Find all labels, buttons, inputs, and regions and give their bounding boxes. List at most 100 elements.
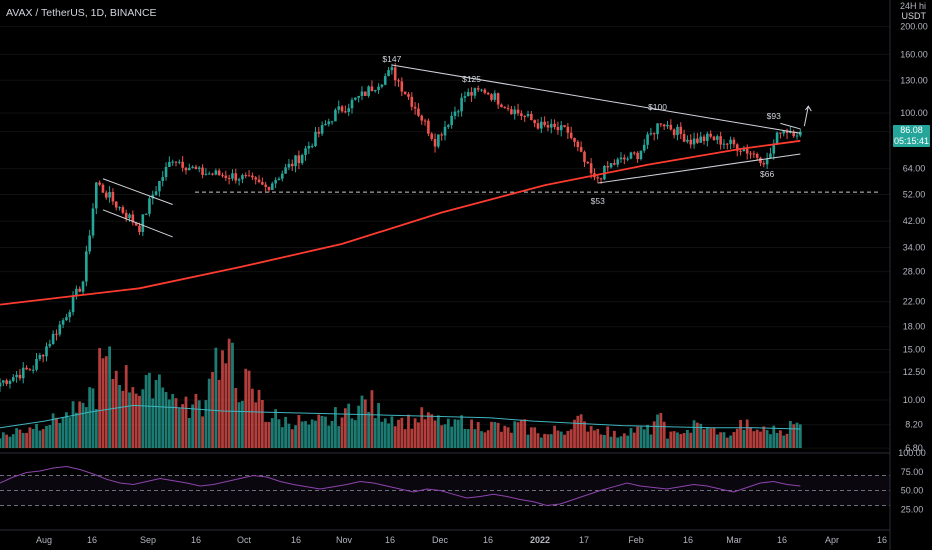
candle-body	[476, 88, 480, 90]
candle	[500, 103, 503, 108]
candle-body	[447, 125, 450, 127]
candle-body	[486, 92, 490, 95]
candle-body	[363, 91, 367, 96]
volume-bar	[543, 433, 547, 448]
volume-bar	[695, 422, 699, 448]
symbol-title[interactable]: AVAX / TetherUS, 1D, BINANCE	[6, 7, 157, 19]
volume-bar	[762, 426, 766, 448]
candle	[15, 371, 18, 383]
volume-bar	[101, 358, 105, 448]
candle-body	[91, 208, 95, 236]
candle-body	[204, 173, 208, 175]
candle-body	[493, 93, 497, 100]
volume-bar	[360, 395, 364, 448]
volume-bar	[619, 436, 623, 448]
volume-bar	[317, 414, 321, 448]
y-tick-label: 12.50	[903, 367, 926, 377]
candle-body	[490, 94, 493, 100]
candle-body	[171, 161, 174, 163]
volume-bar	[241, 400, 244, 448]
candle-body	[261, 182, 264, 185]
candle-body	[221, 175, 224, 177]
candle	[636, 151, 639, 163]
candle	[642, 139, 646, 153]
candle	[709, 130, 712, 139]
candle-body	[483, 89, 487, 93]
price-annotation: $100	[648, 102, 667, 112]
volume-bar	[167, 399, 171, 448]
candle-body	[237, 179, 241, 181]
candle	[0, 378, 2, 392]
candle	[178, 159, 181, 165]
candle	[184, 166, 188, 175]
candle-body	[134, 222, 138, 226]
candle-body	[300, 154, 304, 164]
candle-body	[393, 67, 397, 81]
candle-body	[735, 144, 739, 151]
candle-body	[520, 113, 523, 116]
candle-body	[596, 177, 600, 179]
volume-bar	[596, 428, 600, 448]
candle-body	[251, 175, 254, 178]
candle-body	[25, 367, 28, 370]
candle	[271, 181, 274, 190]
candle-body	[267, 186, 271, 190]
volume-bar	[533, 427, 537, 448]
currency-label[interactable]: 24H hi USDT	[900, 1, 926, 21]
candle-body	[609, 163, 613, 168]
candle	[470, 87, 473, 102]
candle	[510, 105, 513, 115]
candle	[792, 129, 795, 138]
candle-body	[765, 158, 769, 165]
candle	[686, 135, 689, 144]
candle-body	[68, 312, 72, 318]
volume-bar	[343, 408, 347, 448]
candle	[108, 186, 111, 203]
volume-bar	[626, 435, 630, 448]
candle	[716, 134, 719, 145]
candle	[789, 126, 792, 134]
volume-bar	[324, 416, 327, 448]
candle-body	[662, 124, 666, 127]
candle-body	[383, 76, 387, 85]
candle-body	[523, 115, 527, 117]
candle	[25, 365, 28, 370]
y-tick-label: 18.00	[903, 322, 926, 332]
candle	[327, 118, 331, 127]
volume-bar	[131, 387, 135, 448]
candle-body	[307, 145, 311, 149]
candle-body	[513, 109, 517, 115]
candle-body	[579, 147, 583, 152]
candle-body	[606, 166, 610, 168]
candle	[227, 174, 231, 185]
candle-body	[443, 126, 447, 136]
candle	[606, 161, 610, 172]
volume-bar	[277, 419, 281, 448]
trendline	[102, 209, 173, 238]
candle	[520, 110, 523, 120]
candle-body	[779, 132, 782, 134]
volume-bar	[108, 346, 111, 448]
candle	[234, 168, 238, 184]
candle-body	[95, 182, 98, 209]
candle-body	[739, 150, 742, 152]
candle-body	[540, 121, 543, 129]
candle	[486, 91, 490, 96]
candle	[440, 132, 443, 141]
volume-bar	[616, 437, 620, 448]
candle-body	[38, 355, 42, 359]
candle-body	[676, 126, 679, 136]
candle-body	[503, 107, 507, 109]
volume-bar	[725, 437, 729, 448]
y-tick-label: 8.20	[905, 420, 923, 430]
volume-bar	[446, 418, 450, 448]
candle	[433, 133, 437, 153]
volume-bar	[679, 434, 683, 448]
volume-bars	[0, 338, 802, 448]
volume-bar	[187, 418, 191, 448]
candle	[191, 165, 194, 169]
volume-bar	[51, 413, 55, 448]
candle-body	[367, 86, 370, 96]
volume-bar	[586, 431, 590, 448]
